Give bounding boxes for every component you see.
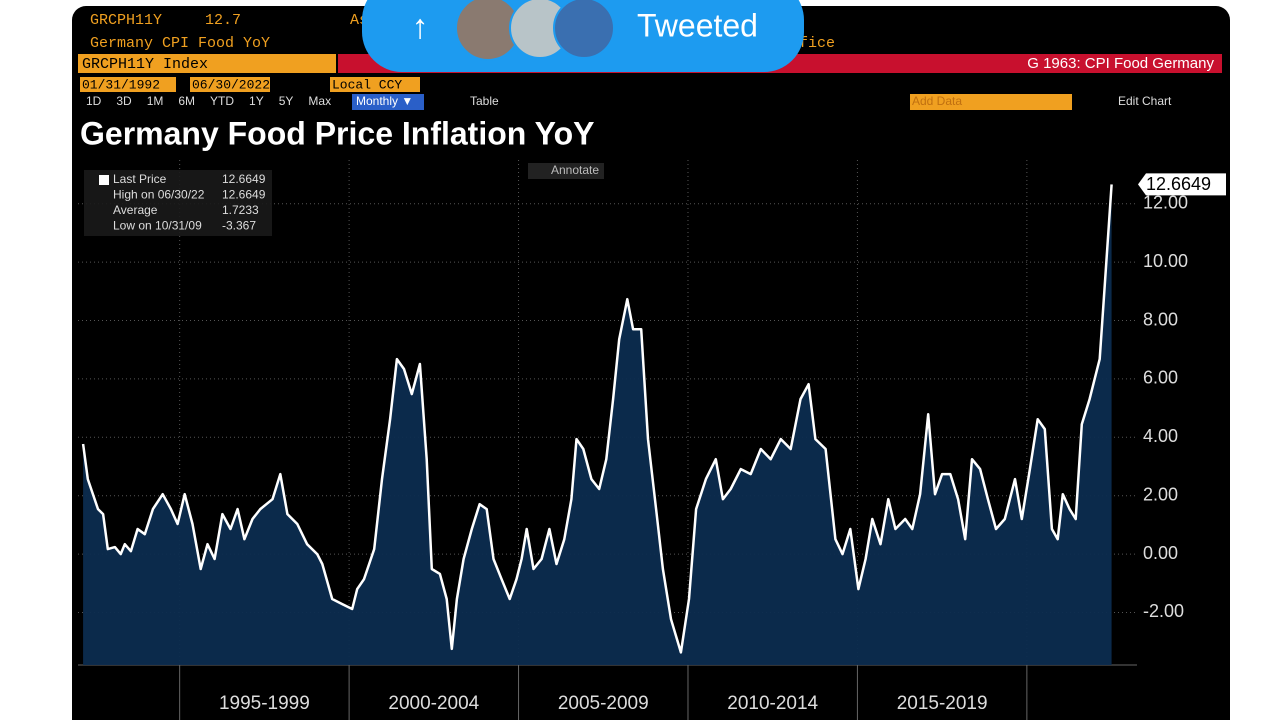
- add-data: Add Data: [912, 94, 962, 108]
- end-date: 06/30/2022: [192, 77, 270, 92]
- currency: Local CCY: [332, 77, 402, 92]
- range-button[interactable]: 1M: [147, 94, 164, 108]
- y-tick-label: 8.00: [1143, 309, 1178, 329]
- tweet-status: Tweeted: [637, 7, 758, 43]
- frequency-box[interactable]: [352, 94, 424, 110]
- start-date-box[interactable]: [80, 77, 176, 92]
- frequency: Monthly ▼: [356, 94, 413, 108]
- chart-title: Germany Food Price Inflation YoY: [80, 115, 594, 151]
- y-tick-label: 6.00: [1143, 368, 1178, 388]
- y-tick-label: 0.00: [1143, 543, 1178, 563]
- range-button[interactable]: YTD: [210, 94, 234, 108]
- range-button[interactable]: 1Y: [249, 94, 264, 108]
- range-button[interactable]: 5Y: [279, 94, 294, 108]
- legend-swatch: [99, 175, 109, 185]
- legend-value: 12.6649: [222, 172, 266, 186]
- end-date-box[interactable]: [190, 77, 270, 92]
- arrow-icon: ↑: [412, 8, 429, 46]
- legend-value: 1.7233: [222, 203, 259, 217]
- add-data-box[interactable]: [910, 94, 1072, 110]
- avatar: [553, 0, 615, 59]
- legend-label: Low on 10/31/09: [113, 219, 202, 233]
- y-tick-label: 12.00: [1143, 193, 1188, 213]
- start-date: 01/31/1992: [82, 77, 160, 92]
- legend-value: 12.6649: [222, 188, 266, 202]
- y-tick-label: 4.00: [1143, 426, 1178, 446]
- annotate-box[interactable]: [528, 163, 604, 179]
- y-tick-label: 10.00: [1143, 251, 1188, 271]
- x-period-label: 2000-2004: [388, 693, 479, 714]
- edit-chart[interactable]: Edit Chart: [1118, 94, 1172, 108]
- chart-id: G 1963: CPI Food Germany: [1027, 55, 1214, 72]
- table-button[interactable]: Table: [470, 94, 499, 108]
- y-tick-label: 2.00: [1143, 484, 1178, 504]
- price: 12.7: [205, 12, 241, 29]
- last-value-label: 12.6649: [1146, 174, 1211, 194]
- x-period-label: 1995-1999: [219, 693, 310, 714]
- line: [81, 184, 1113, 654]
- legend-label: Average: [113, 203, 158, 217]
- description: Germany CPI Food YoY: [90, 35, 270, 52]
- legend-label: High on 06/30/22: [113, 188, 205, 202]
- legend-value: -3.367: [222, 219, 256, 233]
- security: GRCPH11Y Index: [82, 56, 208, 73]
- legend-box: [84, 170, 272, 236]
- range-button[interactable]: 6M: [178, 94, 195, 108]
- security-box[interactable]: [78, 54, 336, 73]
- y-tick-label: -2.00: [1143, 601, 1184, 621]
- x-period-label: 2010-2014: [727, 693, 818, 714]
- range-button[interactable]: Max: [308, 94, 331, 108]
- last-value-tag: [1138, 173, 1226, 196]
- x-period-label: 2015-2019: [897, 693, 988, 714]
- annotate: Annotate: [551, 163, 599, 177]
- range-button[interactable]: 3D: [116, 94, 132, 108]
- range-button[interactable]: 1D: [86, 94, 102, 108]
- x-period-label: 2005-2009: [558, 693, 649, 714]
- legend-label: Last Price: [113, 172, 167, 186]
- area: [83, 184, 1112, 665]
- currency-box[interactable]: [330, 77, 420, 92]
- ticker: GRCPH11Y: [90, 12, 162, 29]
